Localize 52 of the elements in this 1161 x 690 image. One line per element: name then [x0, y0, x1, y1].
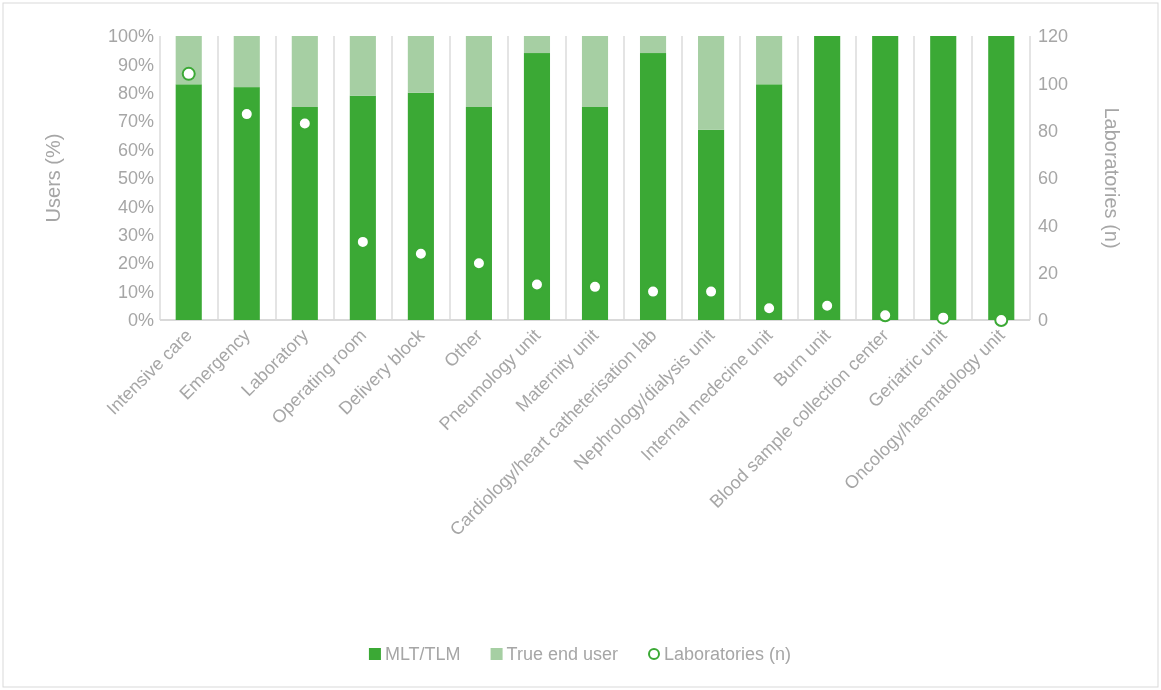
bar	[407, 36, 434, 93]
y2-tick-label: 80	[1038, 120, 1059, 141]
point	[297, 116, 312, 131]
bar	[581, 107, 609, 320]
bar	[233, 36, 260, 88]
legend-label: True end user	[506, 644, 618, 664]
y-tick-label: 20%	[117, 253, 154, 274]
bar	[756, 84, 783, 320]
point	[878, 308, 893, 323]
bar	[698, 36, 725, 130]
y2-axis-title: Laboratories (n)	[1101, 107, 1123, 249]
bar	[523, 36, 551, 54]
bar	[698, 129, 725, 320]
point	[181, 66, 196, 81]
bar	[639, 53, 667, 320]
y-tick-label: 100%	[107, 26, 154, 47]
point	[704, 284, 719, 299]
bar	[175, 84, 202, 320]
y-tick-label: 90%	[117, 54, 154, 75]
y2-tick-label: 20	[1038, 262, 1059, 283]
bar	[291, 36, 318, 107]
bar	[814, 36, 841, 320]
point	[994, 313, 1009, 327]
bar	[407, 92, 434, 320]
bar	[756, 36, 783, 85]
bar	[523, 53, 551, 320]
y-tick-label: 10%	[117, 281, 154, 302]
y2-tick-label: 60	[1038, 168, 1059, 189]
bar	[465, 36, 492, 107]
y-tick-label: 70%	[117, 111, 154, 132]
y-tick-label: 40%	[117, 196, 154, 217]
bar	[349, 95, 376, 320]
y2-tick-label: 0	[1038, 310, 1049, 331]
y-tick-label: 80%	[117, 83, 154, 104]
y2-tick-label: 100	[1038, 73, 1069, 94]
y-tick-label: 30%	[117, 225, 154, 246]
bar	[233, 87, 260, 320]
y-tick-label: 60%	[117, 139, 154, 160]
y-tick-label: 0%	[127, 310, 154, 331]
bar	[639, 36, 667, 54]
y-tick-label: 50%	[117, 168, 154, 189]
legend-label: MLT/TLM	[384, 644, 461, 664]
bar	[872, 36, 899, 320]
bar	[291, 107, 318, 320]
y2-tick-label: 120	[1038, 26, 1069, 47]
y-axis-title: Users (%)	[42, 133, 64, 223]
bar	[465, 107, 492, 320]
bar	[349, 36, 376, 96]
y2-tick-label: 40	[1038, 215, 1059, 236]
bar	[581, 36, 609, 107]
legend-label: Laboratories (n)	[664, 644, 792, 664]
point	[936, 310, 951, 325]
